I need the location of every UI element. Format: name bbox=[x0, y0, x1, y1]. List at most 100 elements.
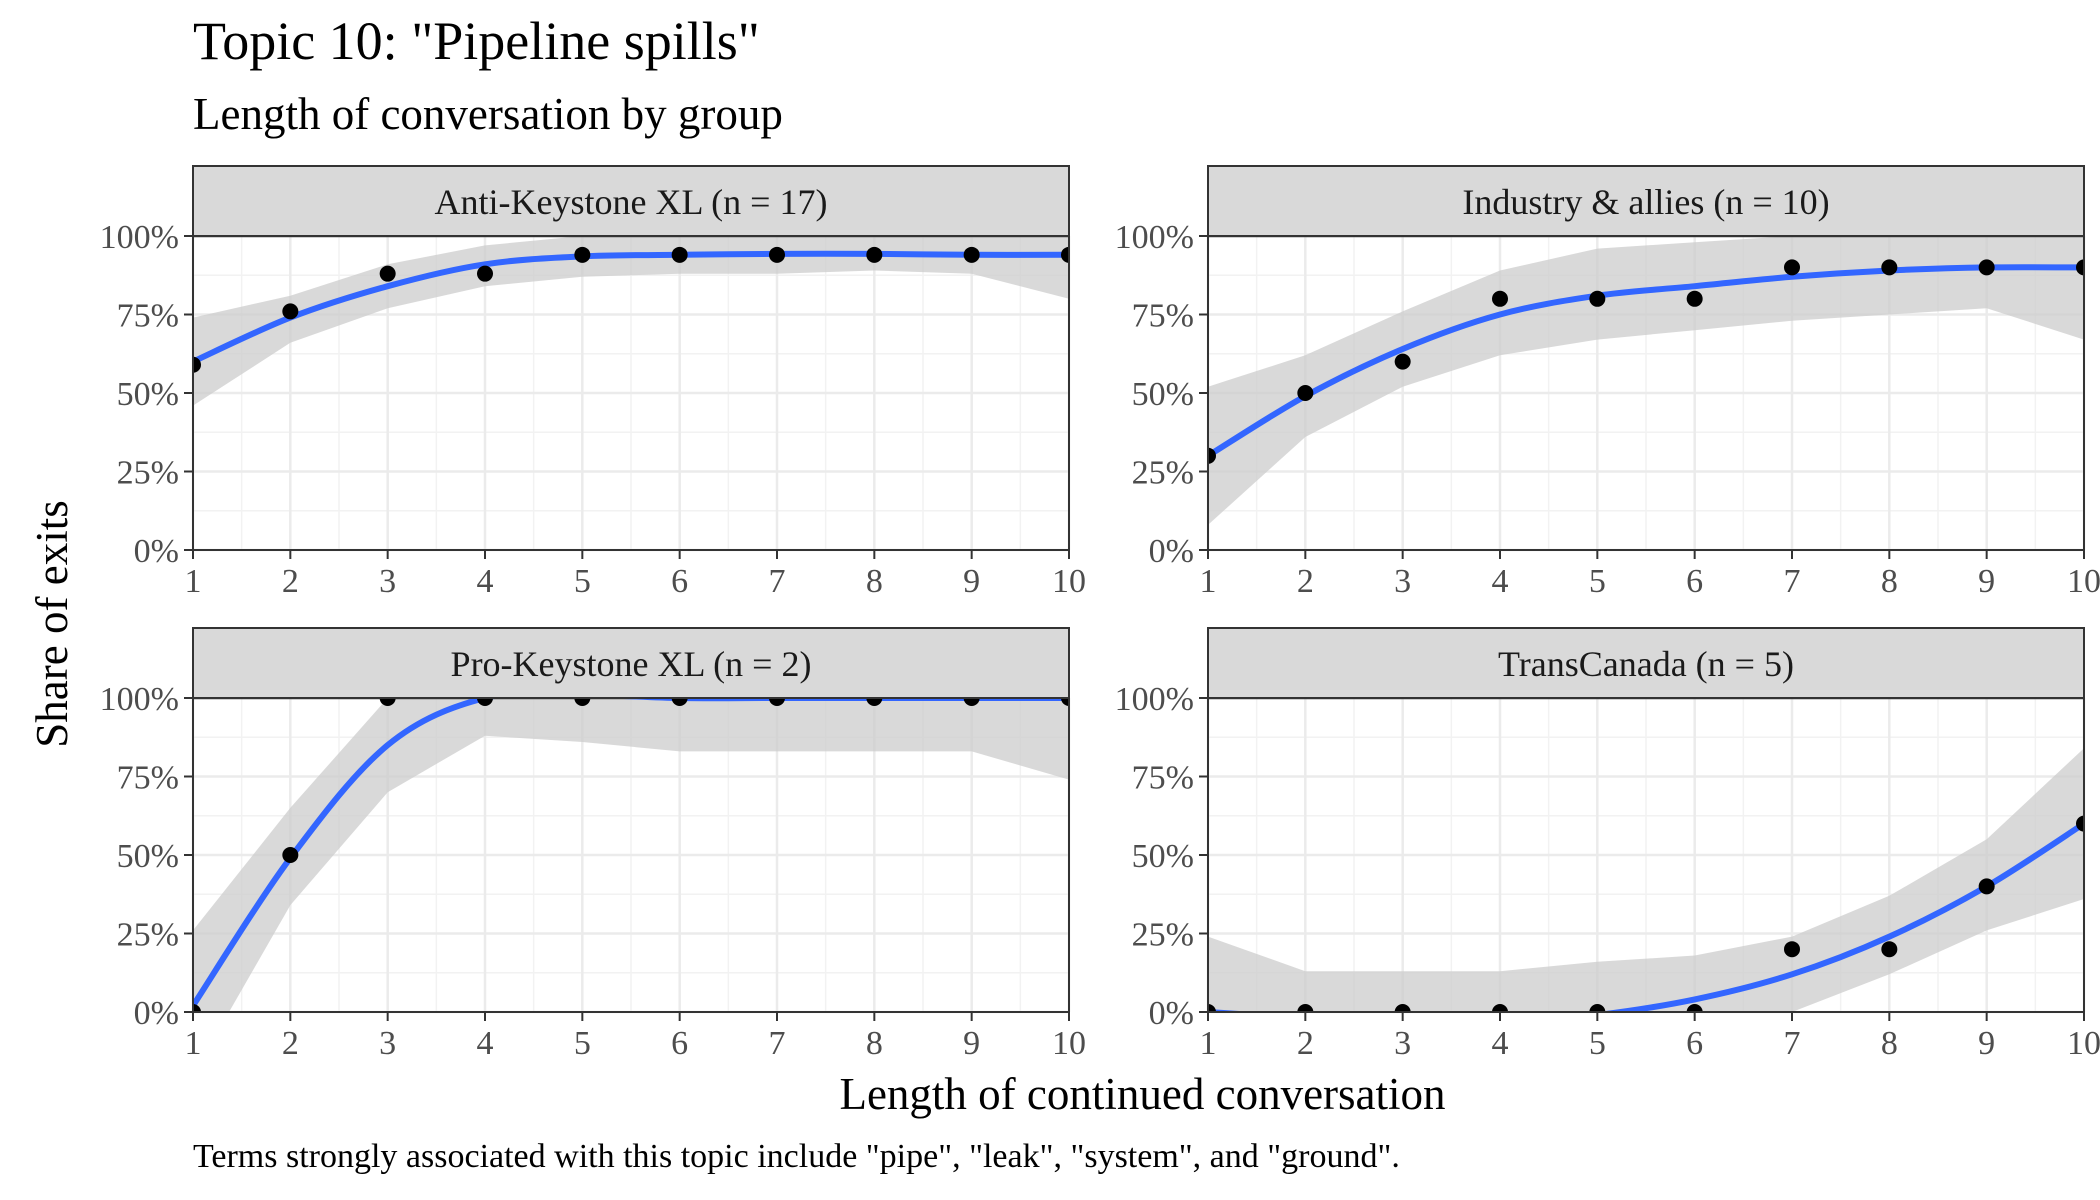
y-tick-label: 75% bbox=[1132, 760, 1194, 797]
data-point bbox=[1297, 385, 1314, 401]
x-tick-label: 1 bbox=[185, 563, 202, 600]
data-point bbox=[1492, 1004, 1508, 1012]
x-tick-label: 2 bbox=[282, 1025, 299, 1062]
x-tick-label: 2 bbox=[1297, 1025, 1314, 1062]
data-point bbox=[1394, 1004, 1411, 1012]
chart-subtitle: Length of conversation by group bbox=[193, 89, 783, 139]
y-tick-label: 50% bbox=[117, 376, 179, 413]
data-point bbox=[963, 698, 980, 706]
data-point bbox=[1881, 259, 1898, 276]
data-point bbox=[1297, 1004, 1314, 1012]
y-tick-label: 75% bbox=[117, 760, 179, 797]
plot-area bbox=[193, 236, 1069, 406]
x-tick-label: 10 bbox=[1052, 1025, 1086, 1062]
facet-strip-label: Anti-Keystone XL (n = 17) bbox=[435, 182, 828, 222]
plot-area bbox=[1208, 236, 2084, 525]
x-tick-label: 9 bbox=[1978, 1025, 1995, 1062]
confidence-ribbon bbox=[193, 698, 1069, 1012]
data-point bbox=[769, 698, 785, 706]
chart-title: Topic 10: "Pipeline spills" bbox=[193, 11, 760, 71]
x-tick-label: 2 bbox=[1297, 563, 1314, 600]
y-tick-label: 25% bbox=[1132, 455, 1194, 492]
x-tick-label: 3 bbox=[1394, 563, 1411, 600]
data-point bbox=[866, 246, 883, 263]
smooth-line bbox=[1208, 821, 2084, 1012]
x-tick-label: 4 bbox=[477, 563, 494, 600]
data-point bbox=[671, 246, 688, 263]
x-tick-label: 9 bbox=[963, 1025, 980, 1062]
x-tick-label: 4 bbox=[1492, 1025, 1509, 1062]
data-point bbox=[193, 356, 201, 373]
x-tick-label: 6 bbox=[1686, 563, 1703, 600]
x-tick-label: 1 bbox=[1200, 563, 1217, 600]
data-point bbox=[963, 246, 980, 263]
x-tick-label: 3 bbox=[379, 1025, 396, 1062]
data-point bbox=[1589, 1004, 1606, 1012]
x-tick-label: 6 bbox=[671, 563, 688, 600]
x-tick-label: 8 bbox=[1881, 1025, 1898, 1062]
facet-strip-label: TransCanada (n = 5) bbox=[1498, 644, 1794, 684]
x-tick-label: 10 bbox=[2067, 563, 2100, 600]
x-tick-label: 5 bbox=[574, 1025, 591, 1062]
y-tick-label: 75% bbox=[1132, 298, 1194, 335]
plot-area bbox=[193, 698, 1069, 1012]
data-point bbox=[2076, 815, 2084, 832]
facet-strip-label: Pro-Keystone XL (n = 2) bbox=[451, 644, 812, 684]
data-point bbox=[574, 698, 591, 706]
facet-strip bbox=[1207, 627, 2085, 699]
facet-strip bbox=[192, 165, 1070, 237]
x-tick-label: 1 bbox=[185, 1025, 202, 1062]
x-tick-label: 4 bbox=[477, 1025, 494, 1062]
y-tick-label: 75% bbox=[117, 298, 179, 335]
x-tick-label: 7 bbox=[1784, 1025, 1801, 1062]
x-tick-label: 5 bbox=[574, 563, 591, 600]
data-point bbox=[1978, 259, 1995, 276]
data-point bbox=[1208, 1004, 1216, 1012]
data-point bbox=[477, 698, 493, 706]
x-tick-label: 7 bbox=[1784, 563, 1801, 600]
y-tick-label: 50% bbox=[1132, 376, 1194, 413]
facet-strip-label: Industry & allies (n = 10) bbox=[1462, 182, 1829, 222]
confidence-ribbon bbox=[1208, 236, 2084, 525]
x-tick-label: 6 bbox=[671, 1025, 688, 1062]
data-point bbox=[1589, 290, 1606, 307]
y-tick-label: 0% bbox=[1149, 533, 1194, 570]
y-tick-label: 0% bbox=[134, 995, 179, 1032]
y-tick-label: 25% bbox=[1132, 917, 1194, 954]
data-point bbox=[769, 246, 785, 263]
smooth-line bbox=[193, 698, 1069, 1008]
x-tick-label: 10 bbox=[1052, 563, 1086, 600]
data-point bbox=[574, 246, 591, 263]
x-tick-label: 1 bbox=[1200, 1025, 1217, 1062]
data-point bbox=[1686, 290, 1703, 307]
data-point bbox=[477, 265, 493, 282]
y-tick-label: 0% bbox=[134, 533, 179, 570]
chart-caption: Terms strongly associated with this topi… bbox=[193, 1138, 1400, 1175]
data-point bbox=[1784, 941, 1800, 958]
y-tick-label: 100% bbox=[1115, 219, 1194, 256]
data-point bbox=[2076, 259, 2084, 276]
data-point bbox=[1492, 290, 1508, 307]
x-tick-label: 3 bbox=[1394, 1025, 1411, 1062]
smooth-line bbox=[193, 250, 1069, 365]
data-point bbox=[379, 265, 396, 282]
y-tick-label: 100% bbox=[100, 219, 179, 256]
x-tick-label: 9 bbox=[963, 563, 980, 600]
x-tick-label: 5 bbox=[1589, 1025, 1606, 1062]
data-point bbox=[671, 698, 688, 706]
y-tick-label: 25% bbox=[117, 455, 179, 492]
x-tick-label: 2 bbox=[282, 563, 299, 600]
plot-area bbox=[1208, 698, 2084, 1012]
y-tick-label: 0% bbox=[1149, 995, 1194, 1032]
x-tick-label: 8 bbox=[866, 1025, 883, 1062]
data-point bbox=[1881, 941, 1898, 958]
data-point bbox=[1208, 447, 1216, 464]
y-tick-label: 50% bbox=[1132, 838, 1194, 875]
x-tick-label: 8 bbox=[1881, 563, 1898, 600]
x-tick-label: 5 bbox=[1589, 563, 1606, 600]
data-point bbox=[379, 698, 396, 706]
panel-transcanada-n-5: TransCanada (n = 5) 0% 25% 50% 75% 100% 1 2 3 4 5 6… bbox=[1115, 627, 2100, 1062]
data-point bbox=[1784, 259, 1800, 276]
panel-pro-keystone-xl-n-2: Pro-Keystone XL (n = 2) 0% 25% 50% 75% 100% 1 2… bbox=[100, 627, 1086, 1062]
data-point bbox=[1394, 353, 1411, 370]
